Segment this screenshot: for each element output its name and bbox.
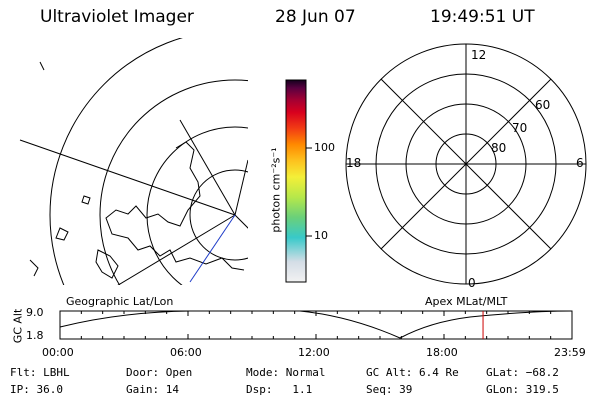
timeline-right-title: Apex MLat/MLT [425, 295, 508, 308]
coastline [81, 195, 91, 205]
coastline [95, 249, 119, 279]
info-mode: Mode: Normal [246, 366, 326, 379]
orbit-track [189, 214, 236, 283]
lat-circle [189, 169, 248, 261]
timeline-xtick-2359: 23:59 [554, 346, 586, 359]
coastline [55, 227, 69, 241]
info-dsp: Dsp: 1.1 [246, 383, 313, 396]
app-title: Ultraviolet Imager [40, 7, 194, 27]
lat-label-60: 60 [535, 98, 551, 112]
timeline-ytick-9: 9.0 [26, 306, 44, 319]
info-seq: Seq: 39 [366, 383, 413, 396]
timeline-ytick-1.8: 1.8 [26, 329, 44, 342]
timeline-xtick-0600: 06:00 [170, 346, 202, 359]
info-gain: Gain: 14 [126, 383, 179, 396]
lat-label-80: 80 [491, 141, 507, 155]
meridian-line [117, 214, 236, 285]
coastline [29, 259, 39, 277]
mlt-label-6: 6 [576, 156, 584, 170]
meridian-line [234, 159, 248, 216]
info-glat: GLat: −68.2 [486, 366, 559, 379]
mlt-label-18: 18 [346, 156, 362, 170]
meridian-line [19, 139, 236, 216]
colorbar-tick-10: 10 [314, 229, 328, 242]
timeline-xtick-0000: 00:00 [42, 346, 74, 359]
info-door: Door: Open [126, 366, 193, 379]
lat-label-70: 70 [512, 121, 528, 135]
info-ip: IP: 36.0 [10, 383, 63, 396]
mlt-label-12: 12 [471, 48, 487, 62]
date-label: 28 Jun 07 [275, 7, 356, 27]
coastline [39, 61, 45, 71]
timeline-left-title: Geographic Lat/Lon [66, 295, 174, 308]
polar-diagonal [380, 78, 552, 250]
info-glon: GLon: 319.5 [486, 383, 559, 396]
meridian-line [179, 119, 236, 216]
mlt-label-0: 0 [468, 276, 476, 290]
altitude-curve [59, 310, 573, 339]
coastline [105, 141, 245, 271]
colorbar-tick-100: 100 [314, 141, 335, 154]
lat-circle [49, 38, 184, 285]
time-label: 19:49:51 UT [430, 7, 535, 27]
meridian-line [234, 214, 248, 229]
lat-circle [99, 79, 248, 285]
timeline-xtick-1800: 18:00 [426, 346, 458, 359]
timeline-xtick-1200: 12:00 [298, 346, 330, 359]
info-gc-alt: GC Alt: 6.4 Re [366, 366, 459, 379]
info-flt: Flt: LBHL [10, 366, 70, 379]
lat-circle [146, 126, 248, 285]
